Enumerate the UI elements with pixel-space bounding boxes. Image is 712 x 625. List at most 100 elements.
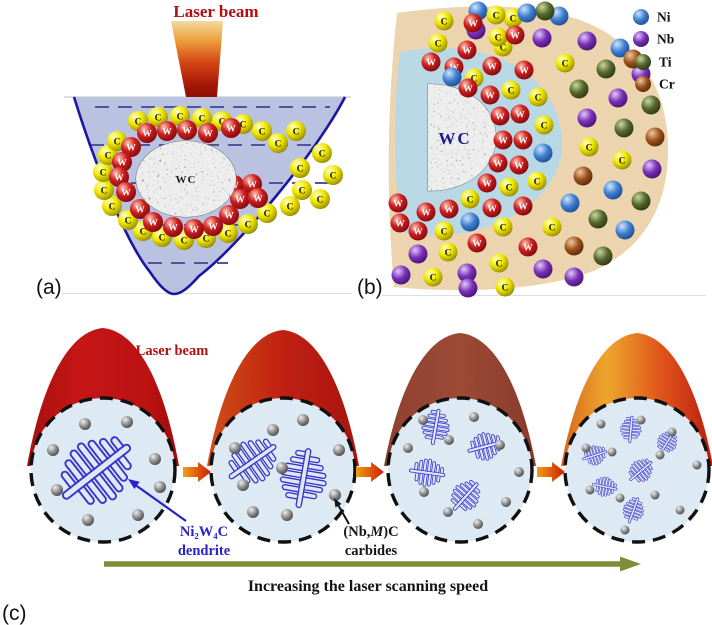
ni-sphere bbox=[610, 38, 630, 58]
w-sphere bbox=[482, 56, 502, 76]
gray-particle bbox=[596, 419, 606, 429]
c-sphere bbox=[434, 11, 454, 31]
w-sphere bbox=[457, 40, 477, 60]
panel-c-label: (c) bbox=[2, 602, 27, 625]
c-sphere bbox=[528, 87, 548, 107]
cr-sphere bbox=[645, 127, 665, 147]
c-sphere bbox=[312, 143, 332, 163]
c-sphere bbox=[280, 196, 300, 216]
legend-label-ti: Ti bbox=[659, 55, 672, 70]
c-sphere bbox=[94, 180, 114, 200]
nb-sphere bbox=[391, 265, 411, 285]
laser-beam-label-a: Laser beam bbox=[173, 2, 258, 21]
carbide-annotation: (Nb,M)C carbides bbox=[334, 498, 399, 559]
ni-sphere bbox=[615, 220, 635, 240]
gray-particle bbox=[333, 444, 345, 456]
ni-sphere bbox=[603, 180, 623, 200]
gray-particle bbox=[229, 442, 241, 454]
w-sphere bbox=[408, 221, 428, 241]
nb-sphere bbox=[457, 263, 477, 283]
wc-particle-a: WC bbox=[135, 140, 237, 218]
w-sphere bbox=[510, 104, 530, 124]
dendrite-arrow bbox=[133, 483, 187, 522]
laser-beam-label-c: Laser beam bbox=[136, 343, 209, 359]
nb-sphere bbox=[577, 108, 597, 128]
w-sphere bbox=[518, 237, 538, 257]
gray-particle bbox=[581, 443, 591, 453]
w-sphere bbox=[514, 60, 534, 80]
w-sphere bbox=[421, 52, 441, 72]
c-sphere bbox=[238, 214, 258, 234]
w-sphere bbox=[121, 137, 141, 157]
c-sphere bbox=[192, 108, 212, 128]
speed-axis-label: Increasing the laser scanning speed bbox=[248, 578, 488, 595]
nb-sphere bbox=[532, 28, 552, 48]
c-sphere bbox=[434, 221, 454, 241]
nb-sphere bbox=[564, 267, 584, 287]
legend-label-cr: Cr bbox=[659, 77, 675, 92]
gray-particle bbox=[636, 415, 646, 425]
c-sphere bbox=[323, 165, 343, 185]
ni-sphere bbox=[442, 67, 462, 87]
gray-particle bbox=[121, 416, 133, 428]
w-sphere bbox=[157, 121, 177, 141]
ti-sphere bbox=[641, 95, 661, 115]
legend-label-ni: Ni bbox=[657, 10, 671, 25]
w-sphere bbox=[184, 219, 204, 239]
gray-particle bbox=[132, 509, 144, 521]
gray-particle bbox=[403, 443, 413, 453]
gray-particle bbox=[297, 414, 309, 426]
w-sphere bbox=[490, 106, 510, 126]
melt-pool-circles bbox=[29, 396, 711, 544]
ti-sphere bbox=[593, 246, 613, 266]
gray-particle bbox=[149, 453, 161, 465]
ti-sphere bbox=[614, 118, 634, 138]
w-sphere bbox=[439, 199, 459, 219]
gray-particle bbox=[501, 497, 511, 507]
nb-sphere bbox=[577, 31, 597, 51]
w-sphere bbox=[513, 196, 533, 216]
w-sphere bbox=[509, 155, 529, 175]
ti-sphere bbox=[535, 1, 555, 21]
speed-axis: Increasing the laser scanning speed bbox=[104, 556, 641, 595]
ti-sphere bbox=[635, 54, 651, 70]
w-sphere bbox=[116, 182, 136, 202]
carbide-label-line2: carbides bbox=[345, 543, 398, 559]
cr-sphere bbox=[564, 236, 584, 256]
w-sphere bbox=[390, 213, 410, 233]
flow-arrow-icon bbox=[356, 462, 384, 482]
panel-a: Laser beam C C C C C CCCCCCCCCCCCCCCCCCCCCCCW… bbox=[36, 2, 352, 299]
w-sphere bbox=[480, 85, 500, 105]
carbide-arrow bbox=[336, 502, 350, 525]
gray-particle bbox=[667, 427, 677, 437]
gray-particle bbox=[655, 450, 665, 460]
gray-particle bbox=[154, 481, 166, 493]
gray-particle bbox=[281, 509, 293, 521]
gray-particle bbox=[419, 487, 429, 497]
gray-particle bbox=[473, 519, 483, 529]
w-sphere bbox=[112, 152, 132, 172]
gray-particle bbox=[692, 460, 702, 470]
gray-particle bbox=[418, 415, 428, 425]
w-sphere bbox=[130, 199, 150, 219]
c-sphere bbox=[534, 115, 554, 135]
gray-particle bbox=[267, 424, 279, 436]
c-sphere bbox=[252, 121, 272, 141]
c-sphere bbox=[542, 217, 562, 237]
w-sphere bbox=[137, 123, 157, 143]
c-sphere bbox=[310, 189, 330, 209]
w-sphere bbox=[488, 153, 508, 173]
c-sphere bbox=[499, 177, 519, 197]
c-sphere bbox=[268, 133, 288, 153]
c-sphere bbox=[488, 27, 508, 47]
gray-particle bbox=[443, 507, 453, 517]
c-sphere bbox=[218, 223, 238, 243]
legend-label-nb: Nb bbox=[657, 32, 674, 47]
c-sphere bbox=[501, 80, 521, 100]
wc-particle-b: WC bbox=[427, 83, 497, 192]
gray-particle bbox=[237, 479, 249, 491]
wc-label-b: WC bbox=[438, 129, 471, 148]
c-sphere bbox=[495, 277, 515, 297]
wc-label-a: WC bbox=[176, 174, 197, 186]
